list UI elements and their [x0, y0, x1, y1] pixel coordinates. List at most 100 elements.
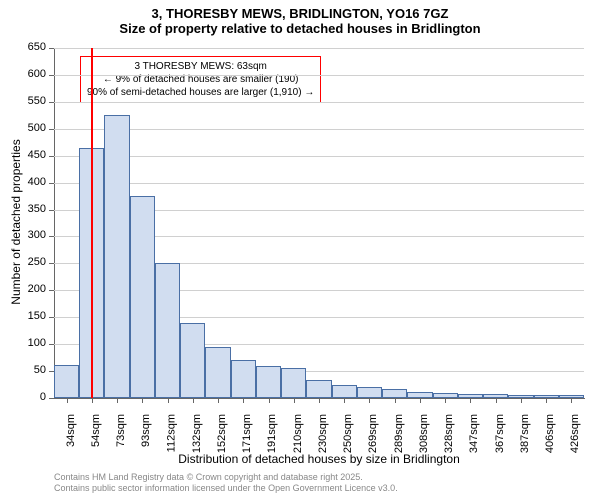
y-tick-label: 150 — [28, 310, 46, 322]
histogram-bar — [281, 368, 306, 398]
histogram-bar — [155, 263, 180, 398]
y-tick-label: 550 — [28, 95, 46, 107]
x-tick-label: 112sqm — [166, 414, 178, 452]
x-tick-label: 347sqm — [468, 414, 480, 453]
y-tick-label: 450 — [28, 149, 46, 161]
x-tick-label: 289sqm — [393, 414, 405, 453]
histogram-bar — [382, 389, 407, 398]
y-tick-label: 50 — [34, 364, 46, 376]
attribution-line1: Contains HM Land Registry data © Crown c… — [54, 472, 398, 483]
x-tick-mark — [496, 398, 497, 403]
x-tick-label: 73sqm — [115, 414, 127, 447]
y-tick-label: 350 — [28, 203, 46, 215]
y-tick-label: 500 — [28, 122, 46, 134]
x-tick-mark — [571, 398, 572, 403]
annotation-box: 3 THORESBY MEWS: 63sqm ← 9% of detached … — [80, 56, 321, 103]
attribution-line2: Contains public sector information licen… — [54, 483, 398, 494]
x-tick-mark — [117, 398, 118, 403]
x-tick-label: 426sqm — [569, 414, 581, 453]
x-tick-label: 132sqm — [191, 414, 203, 453]
y-tick-label: 200 — [28, 283, 46, 295]
gridline — [54, 156, 584, 157]
x-tick-mark — [470, 398, 471, 403]
x-tick-mark — [344, 398, 345, 403]
histogram-bar — [104, 115, 129, 398]
x-tick-label: 152sqm — [216, 414, 228, 453]
x-tick-mark — [369, 398, 370, 403]
x-tick-label: 210sqm — [292, 414, 304, 453]
x-tick-mark — [243, 398, 244, 403]
histogram-bar — [130, 196, 155, 398]
x-tick-mark — [445, 398, 446, 403]
x-tick-mark — [420, 398, 421, 403]
y-tick-mark — [49, 156, 54, 157]
gridline — [54, 129, 584, 130]
chart-container: 3, THORESBY MEWS, BRIDLINGTON, YO16 7GZ … — [0, 0, 600, 500]
chart-title-main: 3, THORESBY MEWS, BRIDLINGTON, YO16 7GZ — [0, 0, 600, 21]
gridline — [54, 75, 584, 76]
y-tick-mark — [49, 129, 54, 130]
y-tick-mark — [49, 290, 54, 291]
histogram-bar — [231, 360, 256, 398]
x-tick-mark — [168, 398, 169, 403]
y-tick-label: 100 — [28, 337, 46, 349]
x-tick-mark — [521, 398, 522, 403]
x-tick-label: 328sqm — [443, 414, 455, 453]
gridline — [54, 183, 584, 184]
x-tick-label: 54sqm — [90, 414, 102, 447]
x-tick-mark — [319, 398, 320, 403]
x-tick-mark — [546, 398, 547, 403]
y-tick-mark — [49, 344, 54, 345]
x-tick-mark — [395, 398, 396, 403]
y-tick-label: 650 — [28, 41, 46, 53]
x-tick-mark — [269, 398, 270, 403]
y-tick-mark — [49, 210, 54, 211]
x-tick-mark — [92, 398, 93, 403]
y-tick-mark — [49, 317, 54, 318]
histogram-bar — [306, 380, 331, 398]
y-tick-label: 250 — [28, 256, 46, 268]
y-tick-label: 400 — [28, 176, 46, 188]
gridline — [54, 48, 584, 49]
y-tick-mark — [49, 102, 54, 103]
x-axis-label: Distribution of detached houses by size … — [54, 452, 584, 466]
y-tick-mark — [49, 48, 54, 49]
x-tick-label: 406sqm — [544, 414, 556, 453]
y-tick-mark — [49, 398, 54, 399]
histogram-bar — [180, 323, 205, 398]
x-tick-label: 230sqm — [317, 414, 329, 453]
x-tick-label: 171sqm — [241, 414, 253, 453]
y-axis-label: Number of detached properties — [9, 132, 23, 312]
histogram-bar — [357, 387, 382, 398]
x-tick-mark — [294, 398, 295, 403]
x-tick-label: 387sqm — [519, 414, 531, 453]
attribution: Contains HM Land Registry data © Crown c… — [54, 472, 398, 494]
x-tick-mark — [67, 398, 68, 403]
x-tick-label: 34sqm — [65, 414, 77, 447]
x-tick-label: 250sqm — [342, 414, 354, 453]
y-tick-label: 300 — [28, 229, 46, 241]
x-tick-label: 191sqm — [267, 414, 279, 453]
y-tick-label: 0 — [40, 391, 46, 403]
y-tick-mark — [49, 183, 54, 184]
gridline — [54, 102, 584, 103]
y-tick-mark — [49, 75, 54, 76]
y-tick-mark — [49, 263, 54, 264]
histogram-bar — [205, 347, 230, 398]
annotation-line3: 90% of semi-detached houses are larger (… — [87, 86, 314, 99]
histogram-bar — [54, 365, 79, 398]
y-tick-mark — [49, 236, 54, 237]
chart-title-sub: Size of property relative to detached ho… — [0, 21, 600, 40]
marker-line — [91, 48, 93, 398]
annotation-line1: 3 THORESBY MEWS: 63sqm — [87, 60, 314, 73]
x-tick-label: 93sqm — [140, 414, 152, 447]
y-tick-label: 600 — [28, 68, 46, 80]
x-tick-mark — [142, 398, 143, 403]
histogram-bar — [332, 385, 357, 398]
x-tick-label: 269sqm — [367, 414, 379, 453]
histogram-bar — [256, 366, 281, 398]
x-tick-mark — [218, 398, 219, 403]
x-tick-label: 367sqm — [494, 414, 506, 453]
x-tick-mark — [193, 398, 194, 403]
x-tick-label: 308sqm — [418, 414, 430, 453]
